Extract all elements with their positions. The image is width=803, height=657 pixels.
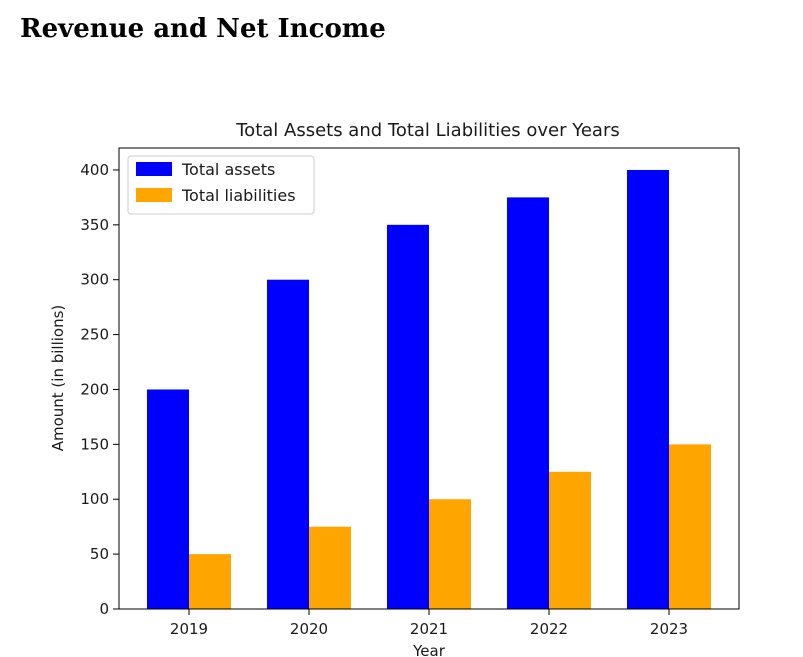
x-tick-label: 2021 xyxy=(410,620,448,638)
bar-total-liabilities xyxy=(189,554,231,609)
bar-total-liabilities xyxy=(309,526,351,609)
y-tick-label: 300 xyxy=(80,271,109,289)
x-axis-label: Year xyxy=(412,642,446,657)
bar-total-liabilities xyxy=(429,499,471,609)
y-tick-label: 350 xyxy=(80,216,109,234)
bars xyxy=(147,169,711,610)
y-tick-label: 250 xyxy=(80,326,109,344)
y-axis-label: Amount (in billions) xyxy=(49,305,67,452)
x-tick-label: 2023 xyxy=(650,620,688,638)
x-tick-label: 2022 xyxy=(530,620,568,638)
chart-title: Total Assets and Total Liabilities over … xyxy=(235,120,619,141)
legend-label: Total assets xyxy=(181,160,275,179)
bar-total-liabilities xyxy=(549,471,591,609)
y-tick-label: 200 xyxy=(80,380,109,398)
x-axis-ticks: 2019 2020 2021 2022 2023 xyxy=(170,609,688,638)
bar-total-assets xyxy=(147,389,189,609)
page-heading: Revenue and Net Income xyxy=(20,14,386,44)
bar-total-liabilities xyxy=(669,444,711,609)
x-tick-label: 2019 xyxy=(170,620,208,638)
legend: Total assets Total liabilities xyxy=(127,155,315,215)
legend-swatch xyxy=(136,162,172,176)
y-axis-ticks: 0 50 100 150 200 250 300 350 400 xyxy=(80,161,119,618)
bar-total-assets xyxy=(627,169,669,609)
y-tick-label: 150 xyxy=(80,435,109,453)
bar-total-assets xyxy=(387,224,429,610)
bar-total-assets xyxy=(267,279,309,609)
y-tick-label: 400 xyxy=(80,161,109,179)
legend-box xyxy=(127,155,315,215)
y-tick-label: 100 xyxy=(80,490,109,508)
y-tick-label: 50 xyxy=(90,545,109,563)
x-tick-label: 2020 xyxy=(290,620,328,638)
y-tick-label: 0 xyxy=(99,600,109,618)
legend-swatch xyxy=(136,188,172,202)
bar-total-assets xyxy=(507,197,549,609)
legend-label: Total liabilities xyxy=(181,186,296,205)
plot-frame xyxy=(118,147,740,610)
